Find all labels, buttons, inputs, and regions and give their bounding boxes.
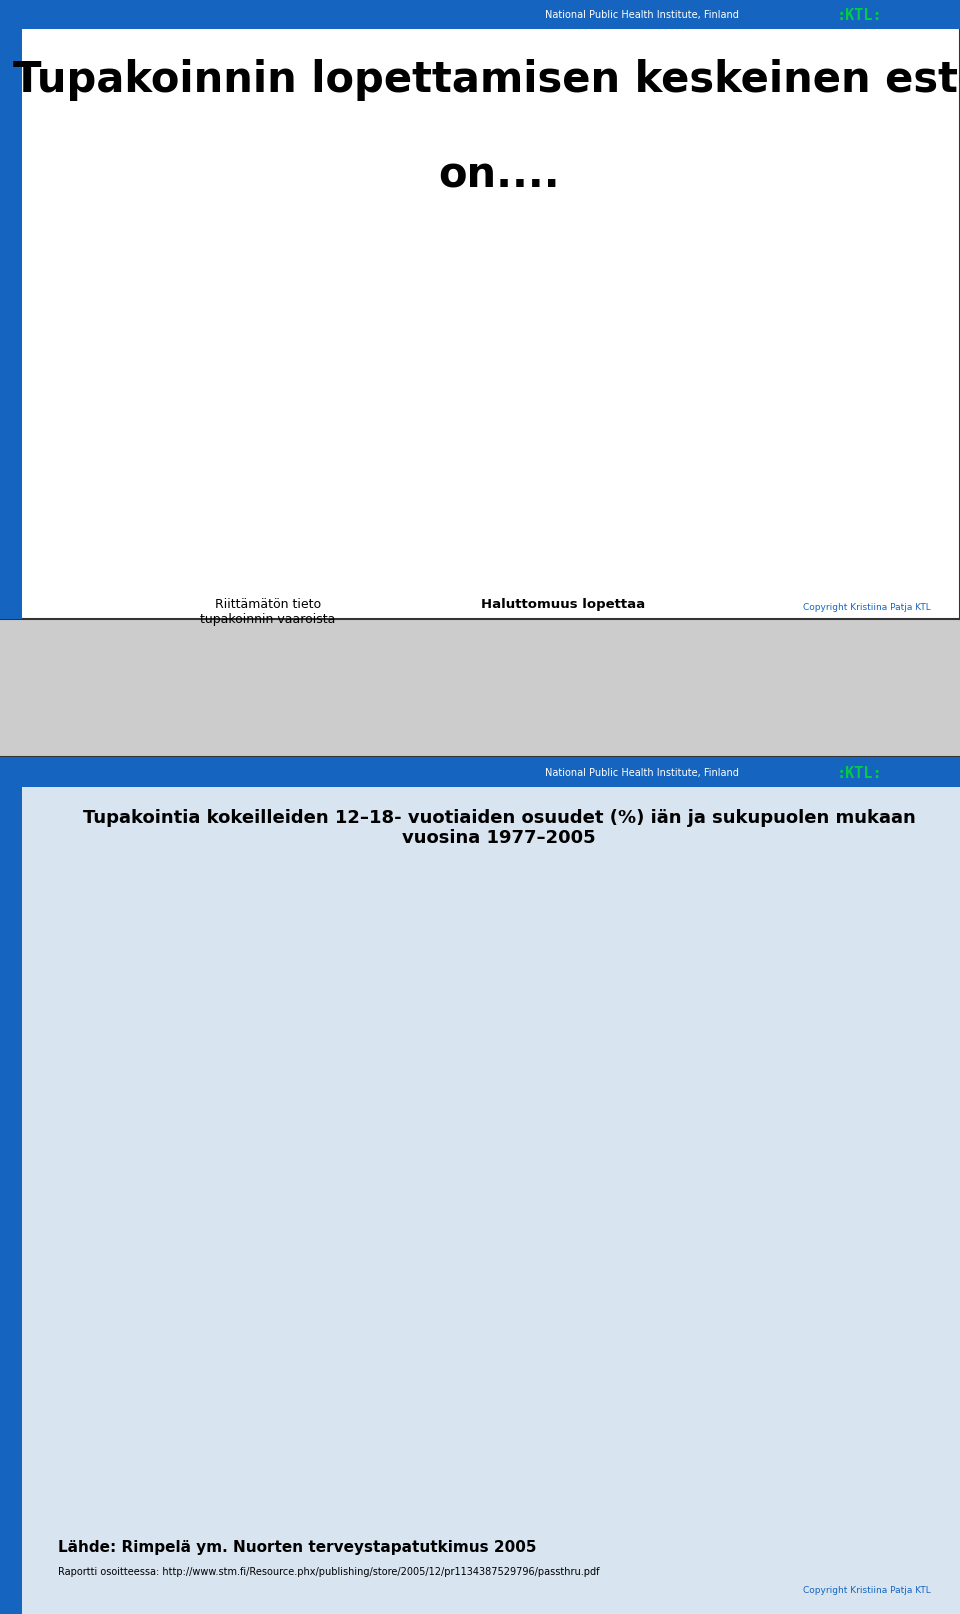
Text: 18: 18 <box>904 1023 919 1033</box>
Bar <box>167 323 247 389</box>
Bar <box>280 573 360 578</box>
Bar <box>621 323 700 332</box>
Bar <box>621 542 700 578</box>
Text: National Public Health Institute, Finland: National Public Health Institute, Finlan… <box>545 10 739 19</box>
Text: Lähde: Rimpelä ym. Nuorten terveystapatutkimus 2005: Lähde: Rimpelä ym. Nuorten terveystapatu… <box>58 1540 536 1554</box>
Legend: Ei koskaan, Harvoin, Lähes aina, Aina: Ei koskaan, Harvoin, Lähes aina, Aina <box>757 318 852 402</box>
Text: Tupakoinnin lopettamisen keskeinen este: Tupakoinnin lopettamisen keskeinen este <box>12 60 960 102</box>
Bar <box>621 362 700 542</box>
Text: :KTL:: :KTL: <box>836 765 882 780</box>
Text: 18: 18 <box>459 1018 473 1028</box>
Text: Copyright Kristiina Patja KTL: Copyright Kristiina Patja KTL <box>804 1585 931 1595</box>
Text: 12: 12 <box>904 1325 919 1336</box>
Bar <box>280 399 360 547</box>
Bar <box>621 332 700 362</box>
Y-axis label: %: % <box>12 1152 23 1162</box>
X-axis label: Vuosi: Vuosi <box>689 1422 721 1435</box>
Bar <box>508 323 587 332</box>
X-axis label: Vuosi: Vuosi <box>246 1422 277 1435</box>
Title: Tupakointia kokeilleet pojat: Tupakointia kokeilleet pojat <box>180 923 343 936</box>
Bar <box>508 363 587 539</box>
Text: Raportti osoitteessa: http://www.stm.fi/Resource.phx/publishing/store/2005/12/pr: Raportti osoitteessa: http://www.stm.fi/… <box>58 1566 599 1575</box>
Text: Haluttomuus lopettaa: Haluttomuus lopettaa <box>481 597 645 610</box>
Title: Tupakointia kokeilleet tytöt: Tupakointia kokeilleet tytöt <box>625 923 785 936</box>
Text: :KTL:: :KTL: <box>836 8 882 23</box>
Text: 14: 14 <box>459 1201 473 1210</box>
Text: Riittämätön tieto
tupakoinnin vaaroista: Riittämätön tieto tupakoinnin vaaroista <box>201 597 336 626</box>
Text: on....: on.... <box>439 153 560 195</box>
Bar <box>508 539 587 578</box>
Text: Copyright Kristiina Patja KTL: Copyright Kristiina Patja KTL <box>804 602 931 612</box>
Text: 14: 14 <box>904 1175 919 1185</box>
Bar <box>167 573 247 578</box>
Bar <box>167 562 247 573</box>
Y-axis label: %: % <box>454 1152 465 1162</box>
Text: 16: 16 <box>459 1086 473 1096</box>
Bar <box>508 332 587 363</box>
Text: Tupakointia kokeilleiden 12–18- vuotiaiden osuudet (%) iän ja sukupuolen mukaan
: Tupakointia kokeilleiden 12–18- vuotiaid… <box>83 809 916 847</box>
Text: National Public Health Institute, Finland: National Public Health Institute, Finlan… <box>545 768 739 778</box>
Text: 16: 16 <box>904 1023 918 1033</box>
Bar <box>280 547 360 573</box>
Bar <box>167 389 247 562</box>
Text: 12: 12 <box>459 1304 473 1314</box>
Bar <box>280 323 360 399</box>
